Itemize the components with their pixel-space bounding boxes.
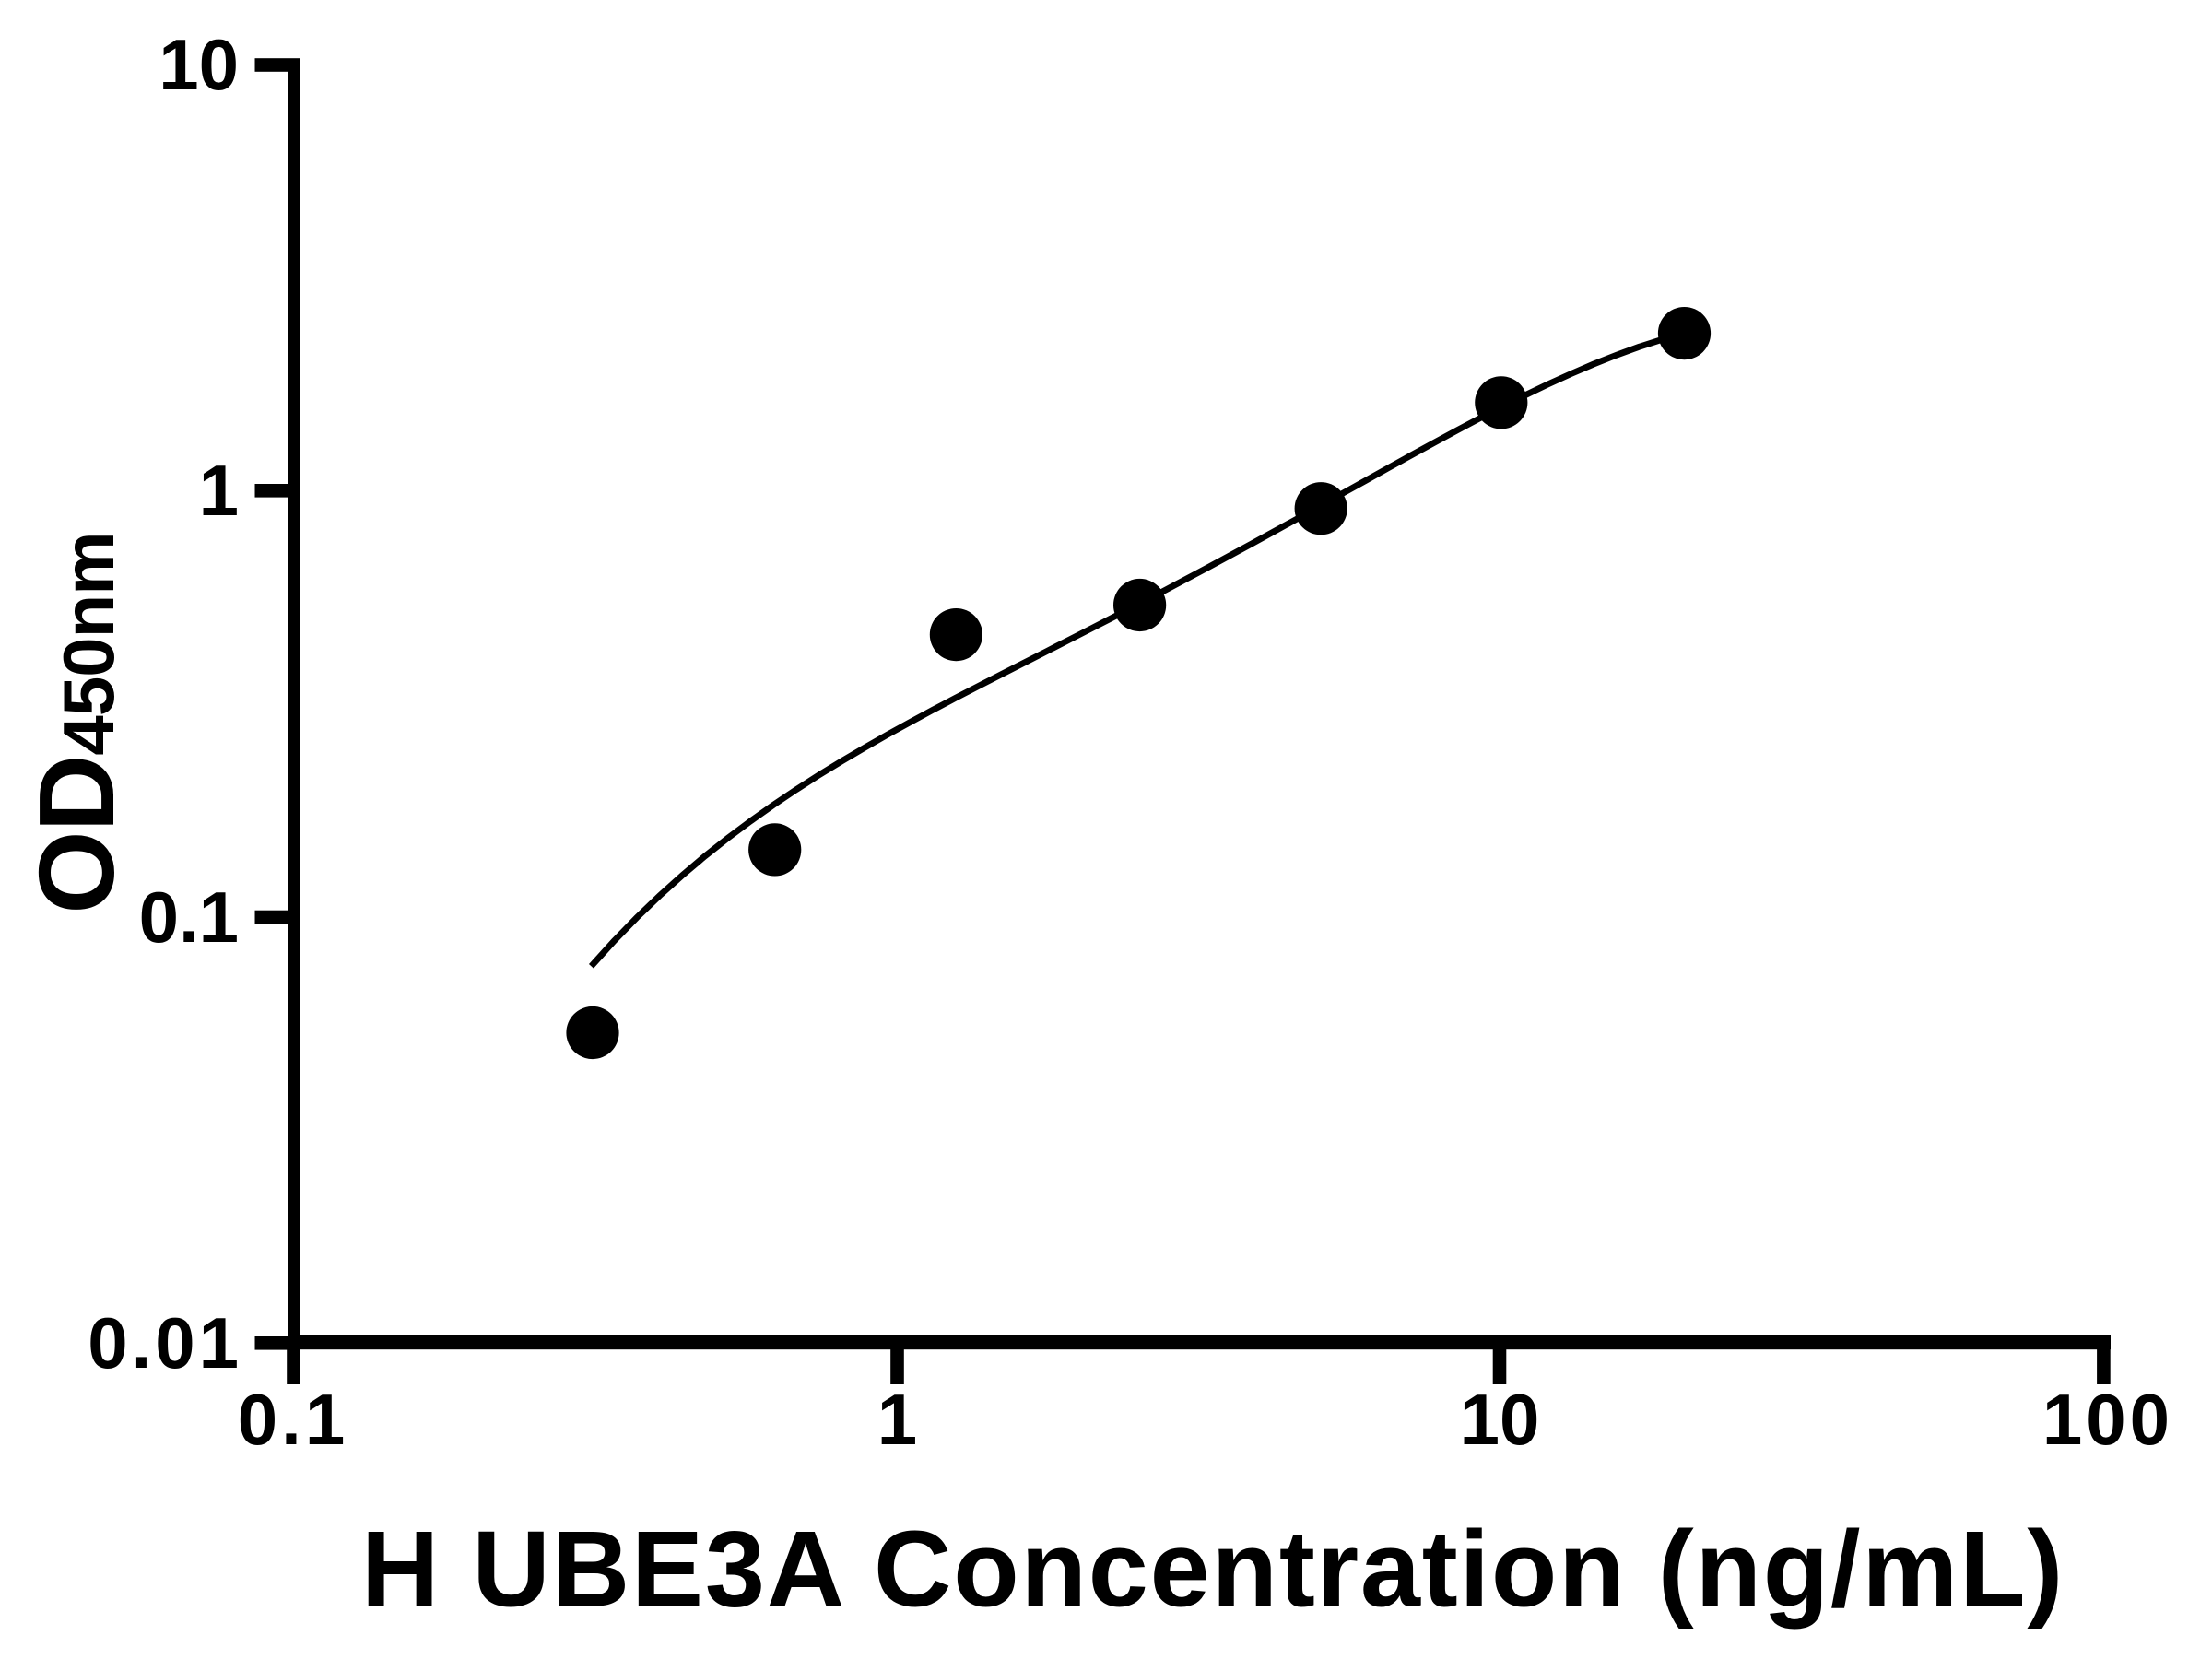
svg-text:10: 10 <box>1460 1379 1540 1460</box>
svg-text:1: 1 <box>199 450 239 531</box>
svg-text:H UBE3A Concentration (ng/mL): H UBE3A Concentration (ng/mL) <box>361 1509 2065 1630</box>
svg-text:100: 100 <box>2042 1379 2173 1460</box>
svg-text:1: 1 <box>877 1379 917 1460</box>
svg-text:0.01: 0.01 <box>88 1302 242 1383</box>
svg-text:10: 10 <box>159 24 239 105</box>
svg-text:OD450nm: OD450nm <box>17 532 136 913</box>
svg-text:0.1: 0.1 <box>139 877 239 958</box>
svg-text:0.1: 0.1 <box>238 1379 348 1460</box>
